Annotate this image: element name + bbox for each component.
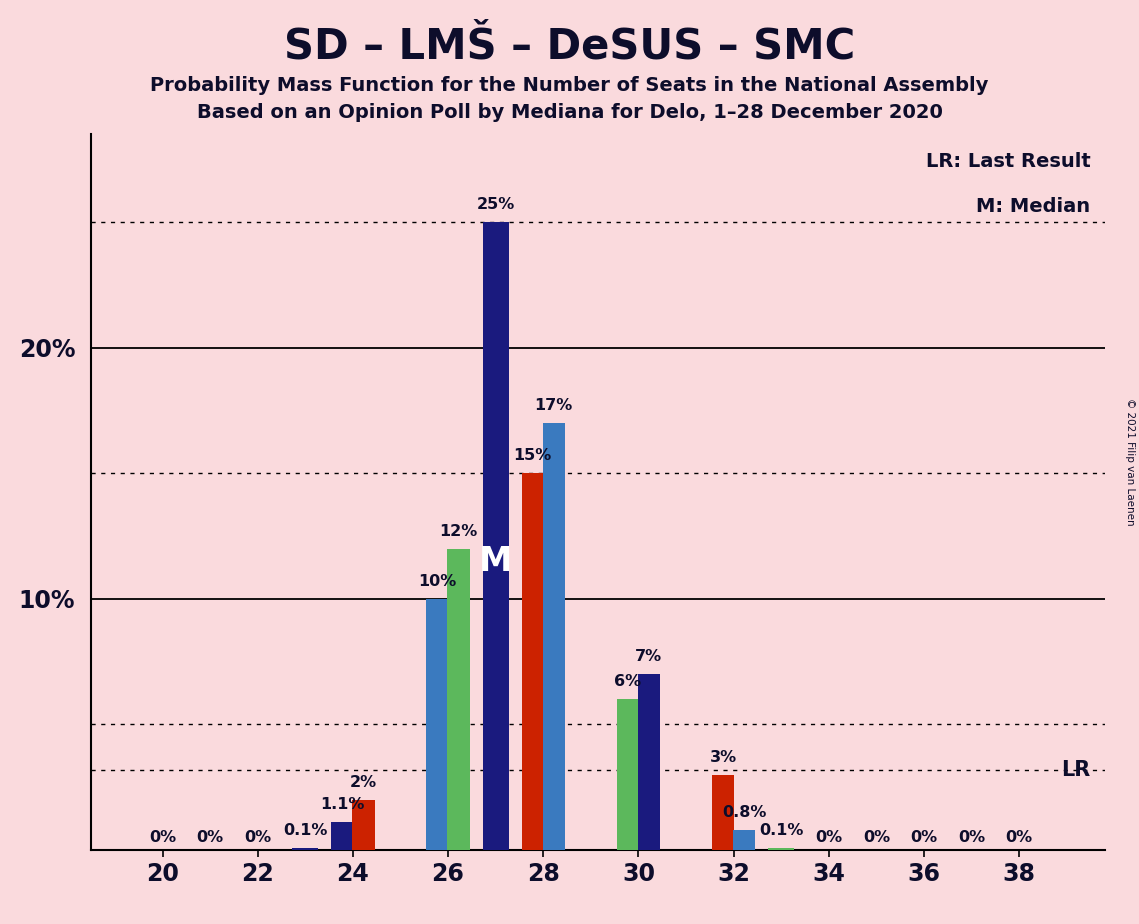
Text: 0.8%: 0.8% [722, 805, 767, 820]
Text: 0%: 0% [910, 830, 937, 845]
Bar [483, 222, 509, 850]
Text: M: M [480, 544, 513, 578]
Bar [768, 847, 794, 850]
Text: Probability Mass Function for the Number of Seats in the National Assembly: Probability Mass Function for the Number… [150, 76, 989, 95]
Bar [448, 549, 469, 850]
Bar [522, 473, 544, 850]
Bar [331, 822, 353, 850]
Text: 0%: 0% [958, 830, 985, 845]
Text: 0%: 0% [1006, 830, 1033, 845]
Text: 2%: 2% [350, 775, 377, 790]
Text: 17%: 17% [534, 398, 573, 413]
Bar [426, 599, 449, 850]
Text: © 2021 Filip van Laenen: © 2021 Filip van Laenen [1125, 398, 1134, 526]
Text: 12%: 12% [440, 524, 477, 539]
Bar [617, 699, 639, 850]
Text: M: Median: M: Median [976, 197, 1090, 216]
Bar [732, 830, 755, 850]
Text: 0%: 0% [197, 830, 223, 845]
Bar [293, 847, 319, 850]
Text: 0%: 0% [816, 830, 843, 845]
Bar [542, 423, 565, 850]
Text: 0.1%: 0.1% [759, 822, 803, 837]
Text: LR: LR [1062, 760, 1090, 780]
Text: 0%: 0% [149, 830, 177, 845]
Text: 10%: 10% [418, 574, 457, 589]
Text: 0.1%: 0.1% [284, 822, 328, 837]
Bar [352, 800, 375, 850]
Text: LR: Last Result: LR: Last Result [926, 152, 1090, 171]
Text: 6%: 6% [614, 675, 641, 689]
Bar [712, 774, 735, 850]
Text: 15%: 15% [514, 448, 552, 463]
Bar [638, 675, 661, 850]
Text: 25%: 25% [476, 197, 515, 212]
Text: 1.1%: 1.1% [320, 797, 364, 812]
Text: Based on an Opinion Poll by Mediana for Delo, 1–28 December 2020: Based on an Opinion Poll by Mediana for … [197, 103, 942, 123]
Text: 7%: 7% [636, 650, 663, 664]
Text: 0%: 0% [244, 830, 271, 845]
Text: SD – LMŠ – DeSUS – SMC: SD – LMŠ – DeSUS – SMC [284, 26, 855, 67]
Text: 0%: 0% [863, 830, 890, 845]
Text: 3%: 3% [710, 749, 737, 765]
